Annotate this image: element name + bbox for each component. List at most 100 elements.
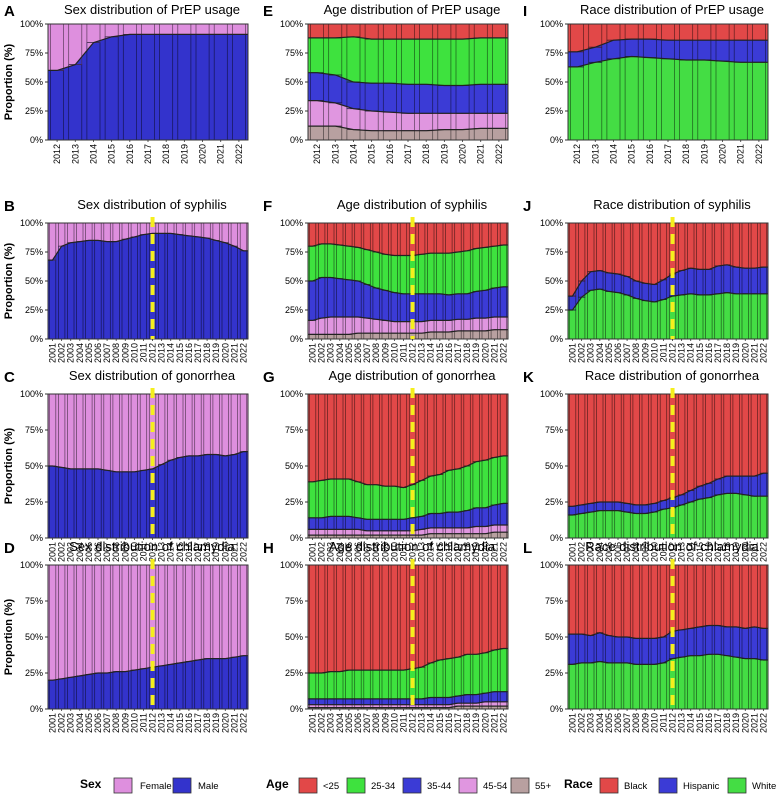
line-d-0 xyxy=(48,655,248,681)
panel-b: B Sex distribution of syphilis Proportion … xyxy=(3,197,249,363)
x-tick-label-g-17: 2018 xyxy=(462,542,472,562)
x-tick-label-b-4: 2005 xyxy=(84,343,94,363)
y-tick-label-c-2: 50% xyxy=(25,461,43,471)
x-tick-label-f-0: 2001 xyxy=(308,343,318,363)
x-tick-label-c-7: 2008 xyxy=(111,542,121,562)
panel-title-i: Race distribution of PrEP usage xyxy=(580,2,764,17)
x-tick-label-c-16: 2017 xyxy=(193,542,203,562)
x-tick-label-g-15: 2016 xyxy=(444,542,454,562)
y-tick-label-g-0: 0% xyxy=(290,533,303,543)
x-tick-label-c-21: 2022 xyxy=(238,542,248,562)
y-tick-label-b-4: 100% xyxy=(20,218,43,228)
x-tick-label-h-8: 2009 xyxy=(380,713,390,733)
x-tick-label-c-17: 2018 xyxy=(202,542,212,562)
y-tick-label-i-4: 100% xyxy=(540,19,563,29)
x-tick-label-b-0: 2001 xyxy=(48,343,58,363)
x-tick-label-b-8: 2009 xyxy=(120,343,130,363)
x-tick-label-g-18: 2019 xyxy=(471,542,481,562)
x-tick-label-g-19: 2020 xyxy=(480,542,490,562)
x-tick-label-d-19: 2020 xyxy=(220,713,230,733)
legend-age-title: Age xyxy=(266,777,289,791)
x-tick-label-b-1: 2002 xyxy=(57,343,67,363)
x-tick-label-f-4: 2005 xyxy=(344,343,354,363)
x-tick-label-h-15: 2016 xyxy=(444,713,454,733)
x-tick-label-h-10: 2011 xyxy=(398,713,408,732)
x-tick-label-l-7: 2008 xyxy=(631,713,641,733)
x-tick-label-d-13: 2014 xyxy=(166,713,176,733)
x-tick-label-e-2: 2014 xyxy=(348,144,358,164)
y-tick-label-k-4: 100% xyxy=(540,389,563,399)
x-tick-label-d-16: 2017 xyxy=(193,713,203,733)
x-tick-label-j-17: 2018 xyxy=(722,343,732,363)
x-tick-label-h-0: 2001 xyxy=(308,713,318,733)
x-tick-label-j-11: 2012 xyxy=(668,343,678,363)
area-a-1 xyxy=(48,24,248,71)
x-tick-label-k-18: 2019 xyxy=(731,542,741,562)
x-tick-label-g-1: 2002 xyxy=(317,542,327,562)
line-k-0 xyxy=(568,492,768,516)
x-tick-label-h-9: 2010 xyxy=(389,713,399,733)
legend-label-male: Male xyxy=(198,781,219,792)
area-k-1 xyxy=(568,473,768,515)
area-j-0 xyxy=(568,289,768,339)
x-tick-label-i-3: 2015 xyxy=(627,144,637,164)
x-tick-label-h-18: 2019 xyxy=(471,713,481,733)
area-d-0 xyxy=(48,655,248,709)
x-tick-label-d-8: 2009 xyxy=(120,713,130,733)
y-axis-label-c: Proportion (%) xyxy=(3,427,15,504)
x-tick-label-i-4: 2016 xyxy=(645,144,655,164)
y-tick-label-c-0: 0% xyxy=(30,533,43,543)
x-tick-label-c-2: 2003 xyxy=(66,542,76,562)
panel-title-l: Race distribution of chlamydia xyxy=(585,539,759,554)
line-j-1 xyxy=(568,264,768,297)
panel-title-h: Age distribution of chlamydia xyxy=(329,539,496,554)
x-tick-label-l-1: 2002 xyxy=(577,713,587,733)
y-tick-label-a-2: 50% xyxy=(25,77,43,87)
x-tick-label-g-5: 2006 xyxy=(353,542,363,562)
x-tick-label-a-2: 2014 xyxy=(88,144,98,164)
x-tick-label-b-10: 2011 xyxy=(138,343,148,362)
x-tick-label-k-15: 2016 xyxy=(704,542,714,562)
x-tick-label-k-6: 2007 xyxy=(622,542,632,562)
x-tick-label-d-11: 2012 xyxy=(148,713,158,733)
legend-swatch-age-45-54 xyxy=(458,777,478,794)
legend-swatch-age-lt25 xyxy=(298,777,318,794)
y-tick-label-i-1: 25% xyxy=(545,106,563,116)
x-tick-label-k-13: 2014 xyxy=(686,542,696,562)
y-tick-label-k-2: 50% xyxy=(545,461,563,471)
x-tick-label-d-6: 2007 xyxy=(102,713,112,733)
area-f-3 xyxy=(308,243,508,295)
line-h-0 xyxy=(308,705,508,709)
y-tick-label-b-2: 50% xyxy=(25,276,43,286)
x-tick-label-b-16: 2017 xyxy=(193,343,203,363)
x-tick-label-g-13: 2014 xyxy=(426,542,436,562)
y-tick-label-l-3: 75% xyxy=(545,596,563,606)
legend-sex: Sex Female Male xyxy=(80,777,219,794)
legend-swatch-race-white xyxy=(727,777,747,794)
panel-l: L Race distribution of chlamydia 0% 25% 50% 7… xyxy=(523,539,769,733)
x-tick-label-a-0: 2012 xyxy=(52,144,62,164)
area-e-4 xyxy=(308,24,508,40)
x-tick-label-d-0: 2001 xyxy=(48,713,58,733)
x-tick-label-i-5: 2017 xyxy=(663,144,673,164)
area-h-0 xyxy=(308,706,508,709)
x-tick-label-k-0: 2001 xyxy=(568,542,578,562)
x-tick-label-e-1: 2013 xyxy=(330,144,340,164)
legend-swatch-race-black xyxy=(599,777,619,794)
x-tick-label-l-4: 2005 xyxy=(604,713,614,733)
line-f-3 xyxy=(308,243,508,257)
x-tick-label-g-0: 2001 xyxy=(308,542,318,562)
x-tick-label-k-3: 2004 xyxy=(595,542,605,562)
legend-swatch-age-35-44 xyxy=(402,777,422,794)
x-tick-label-k-5: 2006 xyxy=(613,542,623,562)
x-tick-label-b-15: 2016 xyxy=(184,343,194,363)
area-k-0 xyxy=(568,493,768,538)
line-h-1 xyxy=(308,701,508,706)
x-tick-label-g-10: 2011 xyxy=(398,542,408,561)
y-tick-label-a-1: 25% xyxy=(25,106,43,116)
panel-i: I Race distribution of PrEP usage 0% 25% 50%… xyxy=(523,2,769,164)
legend-swatch-race-hispanic xyxy=(658,777,678,794)
legend-label-race-white: White xyxy=(752,781,776,792)
area-j-2 xyxy=(568,223,768,297)
x-tick-label-a-7: 2019 xyxy=(179,144,189,164)
